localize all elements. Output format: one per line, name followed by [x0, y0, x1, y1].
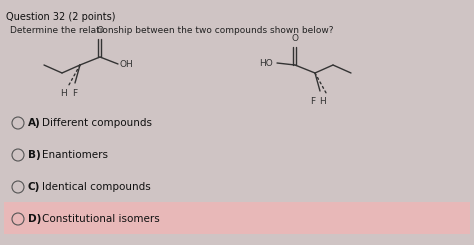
- Text: Determine the relationship between the two compounds shown below?: Determine the relationship between the t…: [10, 26, 334, 35]
- Text: H: H: [61, 89, 67, 98]
- Text: C): C): [28, 182, 40, 192]
- Text: O: O: [97, 26, 103, 35]
- Text: B): B): [28, 150, 41, 160]
- Text: Enantiomers: Enantiomers: [42, 150, 108, 160]
- Text: Identical compounds: Identical compounds: [42, 182, 151, 192]
- Text: O: O: [292, 34, 299, 43]
- Text: F: F: [310, 97, 316, 106]
- Text: A): A): [28, 118, 41, 128]
- Text: F: F: [73, 89, 78, 98]
- Text: Different compounds: Different compounds: [42, 118, 152, 128]
- Text: H: H: [319, 97, 327, 106]
- Text: Constitutional isomers: Constitutional isomers: [42, 214, 160, 224]
- Text: OH: OH: [120, 60, 134, 69]
- Text: HO: HO: [259, 59, 273, 68]
- Text: Question 32 (2 points): Question 32 (2 points): [6, 12, 116, 22]
- FancyBboxPatch shape: [4, 202, 470, 234]
- Text: D): D): [28, 214, 41, 224]
